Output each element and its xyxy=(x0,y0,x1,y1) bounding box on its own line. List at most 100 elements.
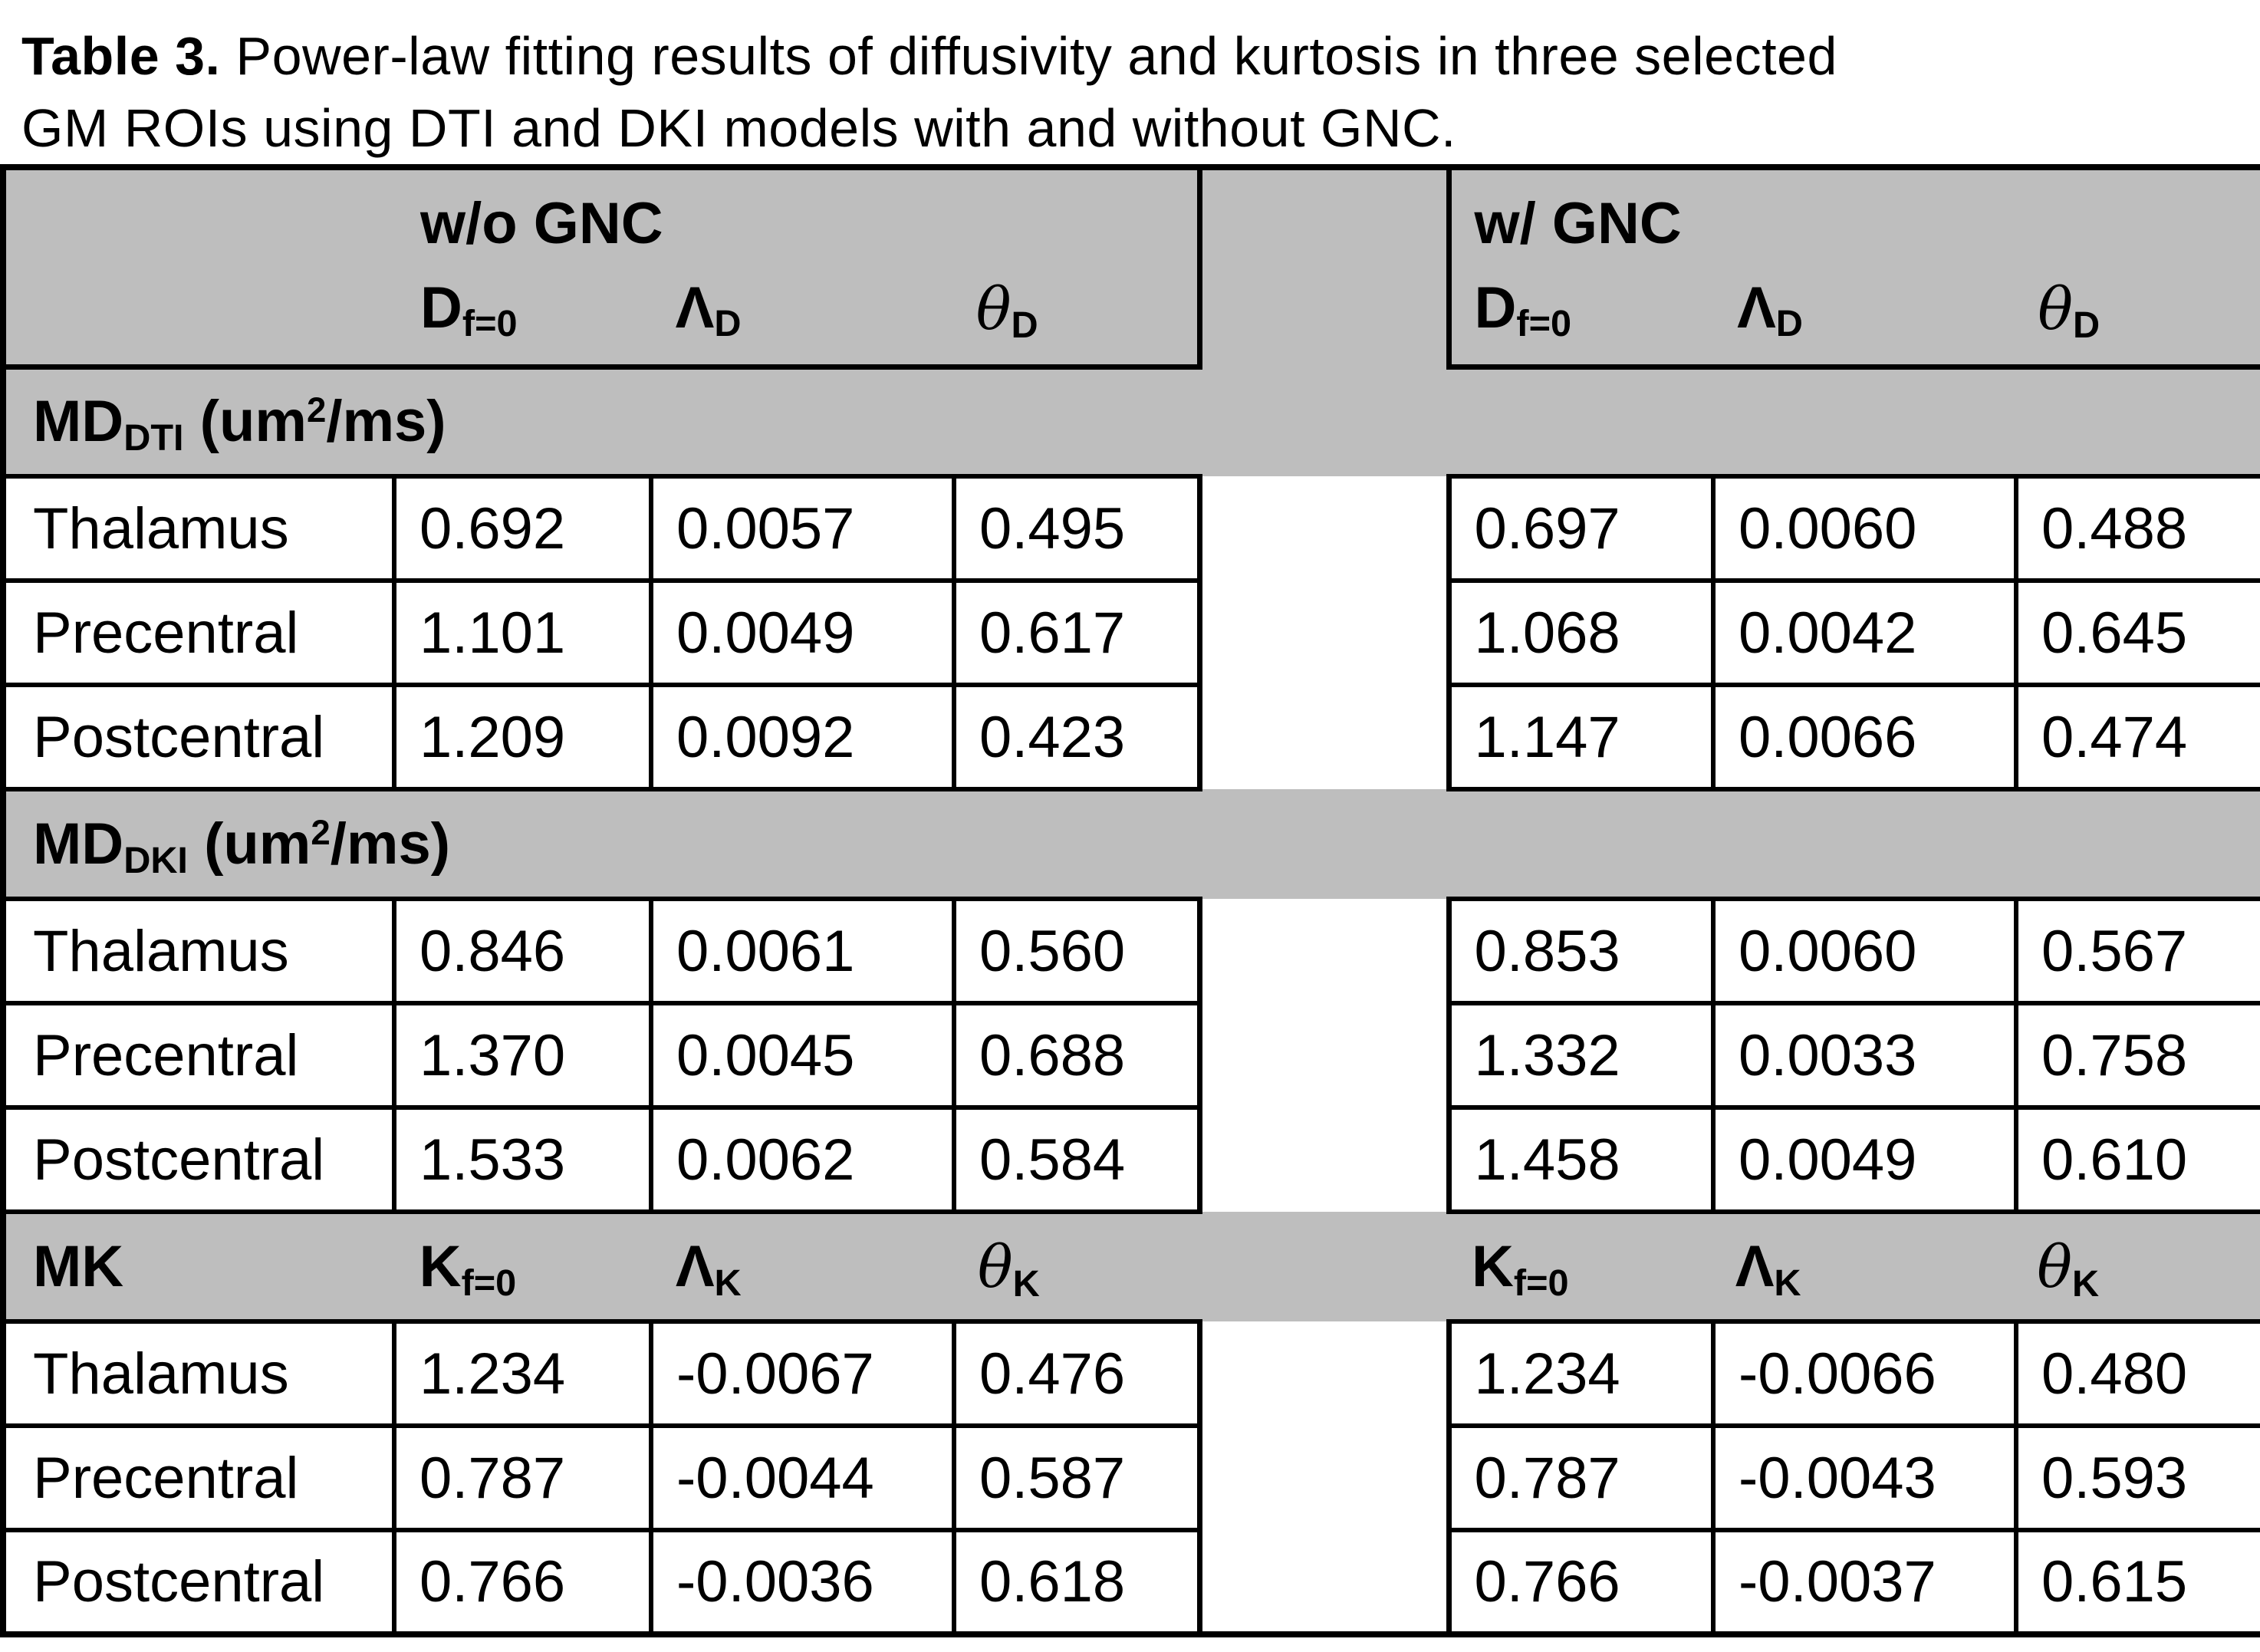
value-cell: 1.234 xyxy=(1446,1321,1716,1428)
value-cell: 0.474 xyxy=(2016,685,2260,791)
mk-right-columns: Kf=0 ΛK θK xyxy=(1449,1232,2260,1305)
header-group-left: w/o GNC Df=0 ΛD θD xyxy=(0,164,1202,370)
table-row: Thalamus 0.846 0.0061 0.560 0.853 0.0060… xyxy=(0,899,2260,1005)
roi-cell: Postcentral xyxy=(0,685,396,791)
section-row-mk: MK Kf=0 ΛK θK Kf=0 ΛK θK xyxy=(0,1212,2260,1324)
gap-spacer xyxy=(1199,685,1449,789)
gap-spacer xyxy=(1199,1321,1449,1426)
header-left-columns: Df=0 ΛD θD xyxy=(397,275,1197,361)
value-cell: 0.787 xyxy=(1446,1426,1716,1532)
value-cell: 0.645 xyxy=(2016,581,2260,687)
value-cell: 0.0057 xyxy=(651,476,956,583)
results-table: w/o GNC Df=0 ΛD θD w/ GNC Df=0 ΛD θD xyxy=(0,164,2260,1637)
table-caption-number: Table 3. xyxy=(21,26,221,86)
value-cell: 0.476 xyxy=(954,1321,1202,1428)
mk-left-columns: MK Kf=0 ΛK θK xyxy=(6,1232,1199,1305)
value-cell: 1.209 xyxy=(394,685,653,791)
table-row: Thalamus 0.692 0.0057 0.495 0.697 0.0060… xyxy=(0,476,2260,583)
value-cell: -0.0037 xyxy=(1713,1530,2018,1637)
value-cell: -0.0036 xyxy=(651,1530,956,1637)
column-header-theta-k-left: θK xyxy=(977,1232,1040,1305)
roi-cell: Precentral xyxy=(0,1426,396,1532)
value-cell: 0.615 xyxy=(2016,1530,2260,1637)
value-cell: 1.332 xyxy=(1446,1003,1716,1110)
value-cell: 0.0049 xyxy=(1713,1107,2018,1214)
gap-spacer xyxy=(1199,476,1449,581)
header-right-wrap: w/ GNC Df=0 ΛD θD xyxy=(1452,173,2260,361)
header-left-wrap: w/o GNC Df=0 ΛD θD xyxy=(6,173,1197,361)
table-row: Precentral 1.101 0.0049 0.617 1.068 0.00… xyxy=(0,581,2260,687)
value-cell: 0.787 xyxy=(394,1426,653,1532)
value-cell: 0.0060 xyxy=(1713,899,2018,1005)
value-cell: 0.560 xyxy=(954,899,1202,1005)
value-cell: 0.0045 xyxy=(651,1003,956,1110)
value-cell: 1.234 xyxy=(394,1321,653,1428)
section-band-md-dti-right xyxy=(1449,367,2260,479)
value-cell: 0.688 xyxy=(954,1003,1202,1110)
value-cell: 0.423 xyxy=(954,685,1202,791)
value-cell: 0.617 xyxy=(954,581,1202,687)
header-group-right: w/ GNC Df=0 ΛD θD xyxy=(1446,164,2260,370)
value-cell: 0.758 xyxy=(2016,1003,2260,1110)
table-caption-text-line1: Power-law fitting results of diffusivity… xyxy=(235,26,1837,86)
gap-spacer xyxy=(1199,1530,1449,1637)
value-cell: -0.0044 xyxy=(651,1426,956,1532)
value-cell: 0.0042 xyxy=(1713,581,2018,687)
value-cell: -0.0043 xyxy=(1713,1426,2018,1532)
value-cell: 0.766 xyxy=(394,1530,653,1637)
header-left-group-title: w/o GNC xyxy=(397,173,1197,275)
value-cell: 1.147 xyxy=(1446,685,1716,791)
value-cell: 0.495 xyxy=(954,476,1202,583)
value-cell: 1.533 xyxy=(394,1107,653,1214)
section-gap-spacer xyxy=(1199,367,1449,476)
value-cell: 0.584 xyxy=(954,1107,1202,1214)
column-header-lambda-k-left: ΛK xyxy=(675,1234,742,1304)
section-row-md-dti: MDDTI (um2/ms) xyxy=(0,367,2260,479)
section-label-md-dki: MDDKI (um2/ms) xyxy=(0,789,1199,901)
value-cell: 1.101 xyxy=(394,581,653,687)
table-row: Postcentral 1.209 0.0092 0.423 1.147 0.0… xyxy=(0,685,2260,791)
wo-gnc-label: w/o GNC xyxy=(420,191,663,257)
value-cell: 0.0061 xyxy=(651,899,956,1005)
value-cell: 0.0092 xyxy=(651,685,956,791)
column-header-lambda-d-right: ΛD xyxy=(1737,275,1803,345)
table-row: Postcentral 1.533 0.0062 0.584 1.458 0.0… xyxy=(0,1107,2260,1214)
value-cell: -0.0066 xyxy=(1713,1321,2018,1428)
value-cell: 0.0062 xyxy=(651,1107,956,1214)
value-cell: 0.0049 xyxy=(651,581,956,687)
gap-spacer xyxy=(1199,899,1449,1003)
value-cell: 0.697 xyxy=(1446,476,1716,583)
header-gap-spacer xyxy=(1199,164,1449,367)
value-cell: 0.853 xyxy=(1446,899,1716,1005)
roi-cell: Postcentral xyxy=(0,1107,396,1214)
value-cell: 0.567 xyxy=(2016,899,2260,1005)
roi-cell: Thalamus xyxy=(0,1321,396,1428)
column-header-df0-left: Df=0 xyxy=(420,275,518,345)
roi-cell: Precentral xyxy=(0,581,396,687)
gap-spacer xyxy=(1199,1426,1449,1530)
column-header-lambda-k-right: ΛK xyxy=(1735,1234,1801,1304)
roi-cell: Thalamus xyxy=(0,899,396,1005)
header-right-columns: Df=0 ΛD θD xyxy=(1452,275,2260,361)
section-gap-spacer xyxy=(1199,1212,1449,1321)
section-label-md-dti: MDDTI (um2/ms) xyxy=(0,367,1199,479)
column-header-theta-d-left: θD xyxy=(975,274,1038,347)
table-row: Thalamus 1.234 -0.0067 0.476 1.234 -0.00… xyxy=(0,1321,2260,1428)
section-row-md-dki: MDDKI (um2/ms) xyxy=(0,789,2260,901)
header-row: w/o GNC Df=0 ΛD θD w/ GNC Df=0 ΛD θD xyxy=(0,164,2260,370)
value-cell: 0.846 xyxy=(394,899,653,1005)
table-caption: Table 3. Power-law fitting results of di… xyxy=(0,0,2260,164)
value-cell: 0.593 xyxy=(2016,1426,2260,1532)
roi-cell: Precentral xyxy=(0,1003,396,1110)
section-label-mk-right: Kf=0 ΛK θK xyxy=(1449,1212,2260,1324)
roi-cell: Postcentral xyxy=(0,1530,396,1637)
value-cell: 1.370 xyxy=(394,1003,653,1110)
value-cell: 1.458 xyxy=(1446,1107,1716,1214)
value-cell: 0.766 xyxy=(1446,1530,1716,1637)
section-band-md-dki-right xyxy=(1449,789,2260,901)
column-header-df0-right: Df=0 xyxy=(1474,275,1572,345)
value-cell: 0.0066 xyxy=(1713,685,2018,791)
table-row: Precentral 0.787 -0.0044 0.587 0.787 -0.… xyxy=(0,1426,2260,1532)
value-cell: 0.587 xyxy=(954,1426,1202,1532)
value-cell: -0.0067 xyxy=(651,1321,956,1428)
